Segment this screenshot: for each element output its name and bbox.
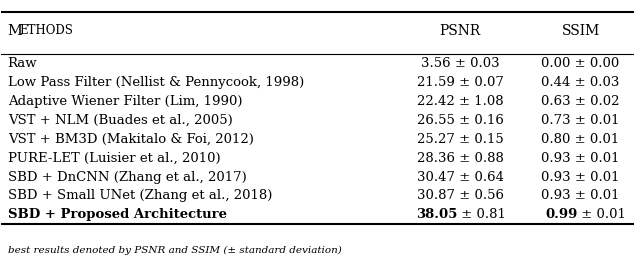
Text: 0.80 ± 0.01: 0.80 ± 0.01 [541,133,620,146]
Text: 0.44 ± 0.03: 0.44 ± 0.03 [541,76,620,89]
Text: 0.93 ± 0.01: 0.93 ± 0.01 [541,170,620,184]
Text: 25.27 ± 0.15: 25.27 ± 0.15 [417,133,504,146]
Text: SSIM: SSIM [561,24,600,38]
Text: ± 0.01: ± 0.01 [577,208,627,221]
Text: Adaptive Wiener Filter (Lim, 1990): Adaptive Wiener Filter (Lim, 1990) [8,95,242,108]
Text: 0.93 ± 0.01: 0.93 ± 0.01 [541,152,620,165]
Text: ETHODS: ETHODS [19,24,73,37]
Text: SBD + Small UNet (Zhang et al., 2018): SBD + Small UNet (Zhang et al., 2018) [8,189,272,202]
Text: SBD + Proposed Architecture: SBD + Proposed Architecture [8,208,227,221]
Text: VST + BM3D (Makitalo & Foi, 2012): VST + BM3D (Makitalo & Foi, 2012) [8,133,253,146]
Text: 0.63 ± 0.02: 0.63 ± 0.02 [541,95,620,108]
Text: 30.47 ± 0.64: 30.47 ± 0.64 [417,170,504,184]
Text: SBD + DnCNN (Zhang et al., 2017): SBD + DnCNN (Zhang et al., 2017) [8,170,246,184]
Text: 38.05: 38.05 [416,208,457,221]
Text: 3.56 ± 0.03: 3.56 ± 0.03 [421,57,500,70]
Text: Raw: Raw [8,57,37,70]
Text: 26.55 ± 0.16: 26.55 ± 0.16 [417,114,504,127]
Text: 28.36 ± 0.88: 28.36 ± 0.88 [417,152,504,165]
Text: 30.87 ± 0.56: 30.87 ± 0.56 [417,189,504,202]
Text: 0.99: 0.99 [545,208,577,221]
Text: ± 0.81: ± 0.81 [457,208,506,221]
Text: VST + NLM (Buades et al., 2005): VST + NLM (Buades et al., 2005) [8,114,232,127]
Text: PURE-LET (Luisier et al., 2010): PURE-LET (Luisier et al., 2010) [8,152,220,165]
Text: best results denoted by PSNR and SSIM (± standard deviation): best results denoted by PSNR and SSIM (±… [8,246,342,255]
Text: 0.00 ± 0.00: 0.00 ± 0.00 [541,57,620,70]
Text: Low Pass Filter (Nellist & Pennycook, 1998): Low Pass Filter (Nellist & Pennycook, 19… [8,76,304,89]
Text: PSNR: PSNR [440,24,481,38]
Text: 0.93 ± 0.01: 0.93 ± 0.01 [541,189,620,202]
Text: M: M [8,24,22,38]
Text: 21.59 ± 0.07: 21.59 ± 0.07 [417,76,504,89]
Text: 22.42 ± 1.08: 22.42 ± 1.08 [417,95,504,108]
Text: 0.73 ± 0.01: 0.73 ± 0.01 [541,114,620,127]
